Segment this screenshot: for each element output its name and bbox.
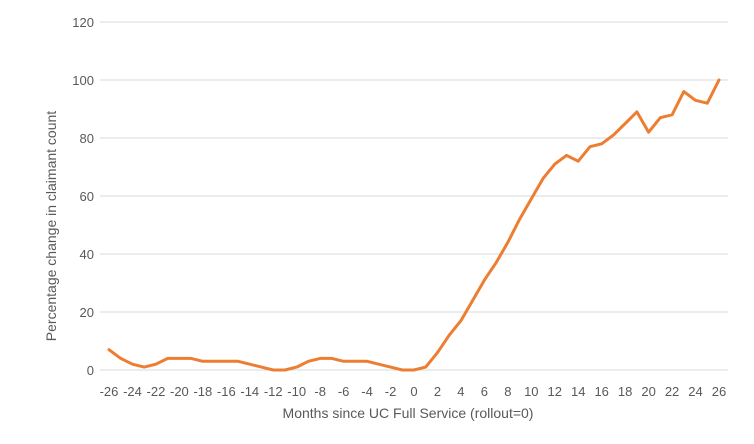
x-tick-label: 14 bbox=[571, 384, 585, 399]
x-tick-label: 22 bbox=[665, 384, 679, 399]
y-tick-label: 120 bbox=[72, 15, 94, 30]
x-tick-label: -16 bbox=[217, 384, 236, 399]
x-tick-label: 26 bbox=[712, 384, 726, 399]
x-tick-label: -2 bbox=[385, 384, 397, 399]
x-axis-ticks: -26 -24 -22 -20 -18 -16 -14 -12 -10 -8 -6 -4 -2 0 2 4 6 8… bbox=[100, 384, 727, 399]
y-tick-label: 80 bbox=[80, 131, 94, 146]
x-tick-label: -24 bbox=[123, 384, 142, 399]
x-tick-label: 18 bbox=[618, 384, 632, 399]
y-tick-label: 20 bbox=[80, 305, 94, 320]
x-tick-label: -18 bbox=[193, 384, 212, 399]
x-tick-label: 16 bbox=[594, 384, 608, 399]
x-tick-label: -22 bbox=[147, 384, 166, 399]
x-tick-label: 12 bbox=[548, 384, 562, 399]
y-axis-title: Percentage change in claimant count bbox=[43, 111, 59, 341]
y-tick-label: 60 bbox=[80, 189, 94, 204]
gridlines bbox=[100, 21, 728, 371]
x-tick-label: 24 bbox=[688, 384, 702, 399]
series-line-0 bbox=[107, 78, 721, 372]
x-tick-label: -12 bbox=[264, 384, 283, 399]
y-tick-label: 40 bbox=[80, 247, 94, 262]
x-tick-label: -6 bbox=[338, 384, 350, 399]
x-tick-label: 4 bbox=[457, 384, 464, 399]
x-tick-label: -14 bbox=[240, 384, 259, 399]
y-tick-label: 0 bbox=[87, 363, 94, 378]
x-tick-label: -10 bbox=[287, 384, 306, 399]
x-axis-title: Months since UC Full Service (rollout=0) bbox=[283, 405, 534, 421]
y-tick-label: 100 bbox=[72, 73, 94, 88]
x-tick-label: -8 bbox=[314, 384, 326, 399]
x-tick-label: 8 bbox=[504, 384, 511, 399]
x-tick-label: 6 bbox=[481, 384, 488, 399]
x-tick-label: 20 bbox=[641, 384, 655, 399]
x-tick-label: 2 bbox=[434, 384, 441, 399]
x-tick-label: -20 bbox=[170, 384, 189, 399]
x-tick-label: -26 bbox=[100, 384, 119, 399]
series-layer bbox=[107, 78, 721, 372]
x-tick-label: -4 bbox=[361, 384, 373, 399]
y-axis-ticks: 0 20 40 60 80 100 120 bbox=[72, 15, 94, 378]
x-tick-label: 0 bbox=[410, 384, 417, 399]
x-tick-label: 10 bbox=[524, 384, 538, 399]
